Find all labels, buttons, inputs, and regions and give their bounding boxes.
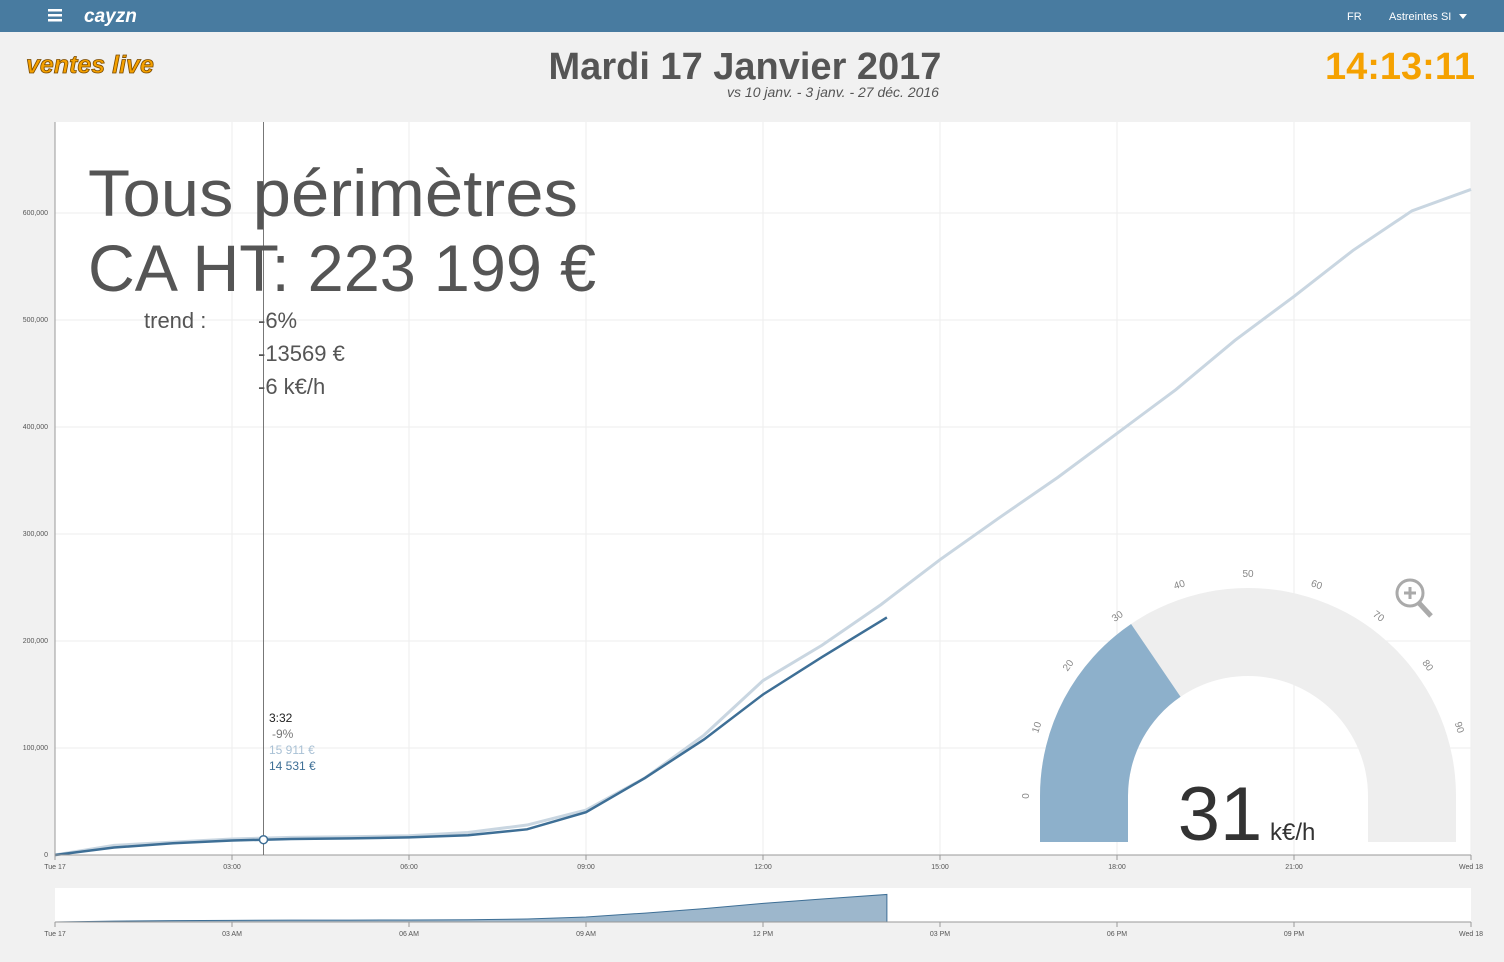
comparison: vs 10 janv. - 3 janv. - 27 déc. 2016	[727, 84, 939, 100]
x-tick-label: 06:00	[400, 864, 418, 871]
y-tick-label: 500,000	[23, 317, 48, 324]
trend-percent: -6%	[258, 308, 297, 333]
gauge-value-label: 31	[1178, 772, 1263, 857]
x-tick-label: 15:00	[931, 864, 949, 871]
navigator-tick-label: Wed 18	[1459, 931, 1483, 938]
x-tick-label: 09:00	[577, 864, 595, 871]
navigator-tick-label: 06 PM	[1107, 931, 1127, 938]
x-tick-label: 12:00	[754, 864, 772, 871]
x-tick-label: Tue 17	[44, 864, 66, 871]
zoom-icon[interactable]	[1395, 578, 1433, 618]
gauge-tick-label: 50	[1242, 569, 1254, 580]
navigator-tick-label: Tue 17	[44, 931, 66, 938]
caret[interactable]	[1459, 14, 1467, 19]
navigator-tick-label: 12 PM	[753, 931, 773, 938]
y-tick-label: 600,000	[23, 210, 48, 217]
y-tick-label: 300,000	[23, 531, 48, 538]
series-line	[54, 188, 1472, 857]
gauge-tick-label: 60	[1309, 578, 1323, 592]
gauge-tick-label: 0	[1021, 793, 1032, 799]
x-tick-label: 18:00	[1108, 864, 1126, 871]
menu-icon[interactable]	[48, 9, 62, 22]
gauge-tick-label: 90	[1452, 721, 1466, 735]
y-tick-label: 200,000	[23, 638, 48, 645]
gauge-tick-label: 10	[1030, 720, 1044, 734]
tooltip-previous: 15 911 €	[269, 743, 315, 757]
tooltip-marker	[258, 834, 269, 845]
gauge-value	[1040, 623, 1181, 842]
y-tick-label: 0	[44, 852, 48, 859]
user-menu[interactable]: Astreintes SI	[1389, 11, 1451, 23]
y-tick-label: 100,000	[23, 745, 48, 752]
brand[interactable]: cayzn	[84, 6, 137, 27]
navigator-tick-label: 09 AM	[576, 931, 596, 938]
tooltip-current: 14 531 €	[269, 759, 316, 773]
gauge-unit: k€/h	[1270, 819, 1315, 846]
navigator-tick-label: 03 PM	[930, 931, 950, 938]
trend-label: trend :	[144, 308, 206, 333]
y-tick-label: 400,000	[23, 424, 48, 431]
tooltip-change: -9%	[272, 727, 294, 741]
navigator-tick-label: 03 AM	[222, 931, 242, 938]
x-tick-label: Wed 18	[1459, 864, 1483, 871]
language[interactable]: FR	[1347, 11, 1362, 23]
logo: ventes live	[26, 51, 154, 79]
clock: 14:13:11	[1325, 46, 1475, 88]
x-tick-label: 03:00	[223, 864, 241, 871]
navigator-tick-label: 09 PM	[1284, 931, 1304, 938]
x-tick-label: 21:00	[1285, 864, 1303, 871]
date: Mardi 17 Janvier 2017	[549, 46, 942, 88]
overlay-title: Tous périmètres	[88, 156, 578, 230]
navigator-area	[54, 893, 888, 923]
navigator-tick-label: 06 AM	[399, 931, 419, 938]
overlay-revenue: CA HT: 223 199 €	[88, 231, 596, 305]
trend-amount: -13569 €	[258, 341, 345, 366]
trend-rate: -6 k€/h	[258, 374, 325, 399]
navbar	[0, 0, 1504, 32]
series-line	[54, 616, 888, 857]
tooltip-time: 3:32	[269, 711, 293, 725]
gauge-tick-label: 40	[1173, 578, 1187, 592]
